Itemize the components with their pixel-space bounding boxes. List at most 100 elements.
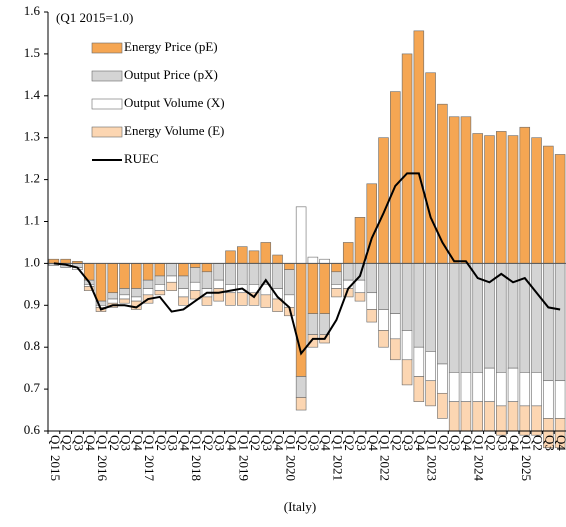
x-tick-label: Q4 <box>507 435 522 451</box>
bar-segment <box>390 91 401 264</box>
bar-segment <box>496 263 507 373</box>
bar-segment <box>154 290 166 296</box>
bar-segment <box>225 250 236 264</box>
bar-segment <box>107 298 118 304</box>
year-label: 2018 <box>189 455 204 481</box>
x-tick-label: Q2 <box>531 435 546 451</box>
bar-segment <box>248 250 260 264</box>
x-tick-label: Q2 <box>436 435 451 451</box>
bar-segment <box>531 405 542 436</box>
bar-segment <box>366 309 377 323</box>
x-tick-label: Q3 <box>307 435 322 451</box>
legend-swatch <box>91 42 123 54</box>
x-tick-label: Q4 <box>413 435 428 451</box>
legend-label: Output Price (pX) <box>124 67 218 82</box>
bar-segment <box>366 263 377 294</box>
bar-segment <box>213 279 224 289</box>
bar-segment <box>201 296 213 306</box>
bar-segment <box>460 401 472 432</box>
bar-segment <box>425 351 436 382</box>
x-tick-label: Q1 <box>378 435 393 451</box>
year-label: 2016 <box>95 455 110 482</box>
bar-segment <box>154 263 166 277</box>
bar-segment <box>166 263 177 277</box>
year-label: 2025 <box>519 455 534 481</box>
bar-segment <box>519 126 531 264</box>
bar-segment <box>178 275 189 289</box>
bar-segment <box>248 292 260 306</box>
bar-segment <box>107 263 118 294</box>
legend-label: Output Volume (X) <box>124 95 225 110</box>
bar-segment <box>331 263 342 273</box>
bar-segment <box>166 275 177 283</box>
bar-segment <box>378 137 389 264</box>
bar-segment <box>60 258 71 264</box>
x-tick-label: Q2 <box>107 435 122 451</box>
bar-segment <box>272 254 283 264</box>
bar-segment <box>272 298 283 312</box>
x-tick-label: Q2 <box>295 435 310 451</box>
bar-segment <box>119 294 130 300</box>
x-tick-label: Q2 <box>201 435 216 451</box>
bar-segment <box>484 135 495 264</box>
bar-segment <box>295 397 307 411</box>
bar-segment <box>307 334 319 348</box>
x-tick-label: Q4 <box>554 435 566 451</box>
bar-segment <box>295 263 307 377</box>
x-tick-label: Q1 <box>189 435 204 451</box>
bar-segment <box>225 263 236 285</box>
x-tick-label: Q4 <box>130 435 145 451</box>
x-tick-label: Q1 <box>236 435 251 451</box>
bar-segment <box>472 133 483 264</box>
bar-segment <box>437 103 448 264</box>
x-tick-label: Q1 <box>425 435 440 451</box>
bar-segment <box>425 263 436 352</box>
bar-segment <box>201 271 213 289</box>
bar-segment <box>448 116 460 264</box>
bar-segment <box>401 263 413 331</box>
bar-segment <box>437 263 448 365</box>
bar-segment <box>366 292 377 310</box>
x-tick-label: Q4 <box>224 435 239 451</box>
legend-swatch <box>91 98 123 110</box>
bar-segment <box>554 154 566 264</box>
bar-segment <box>401 330 413 361</box>
bar-segment <box>260 294 272 308</box>
bar-segment <box>460 116 472 264</box>
year-label: 2015 <box>48 455 63 481</box>
bar-segment <box>448 401 460 432</box>
bar-segment <box>413 263 425 348</box>
bar-segment <box>378 309 389 331</box>
bar-segment <box>354 217 366 264</box>
bar-segment <box>531 263 542 373</box>
bar-segment <box>448 372 460 402</box>
bar-segment <box>119 288 130 296</box>
caption: (Italy) <box>284 499 316 514</box>
bar-segment <box>107 292 118 300</box>
y-tick-label: 1.3 <box>24 129 40 144</box>
bar-segment <box>531 137 542 264</box>
bar-segment <box>390 338 401 361</box>
bar-segment <box>401 53 413 264</box>
year-label: 2022 <box>378 455 393 481</box>
bar-segment <box>213 263 224 281</box>
x-tick-label: Q1 <box>48 435 63 451</box>
y-tick-label: 0.6 <box>24 422 41 437</box>
x-tick-label: Q1 <box>142 435 157 451</box>
bar-segment <box>331 271 342 285</box>
x-tick-label: Q4 <box>83 435 98 451</box>
bar-segment <box>390 263 401 314</box>
bar-segment <box>354 292 366 302</box>
bar-segment <box>166 281 177 291</box>
x-tick-label: Q2 <box>389 435 404 451</box>
x-tick-label: Q1 <box>330 435 345 451</box>
bar-segment <box>496 372 507 407</box>
y-tick-label: 1.2 <box>24 171 40 186</box>
bar-segment <box>319 263 330 314</box>
bar-segment <box>413 346 425 377</box>
bar-segment <box>154 284 166 291</box>
x-tick-label: Q3 <box>542 435 557 451</box>
bar-segment <box>248 263 260 285</box>
bar-segment <box>425 72 436 264</box>
bar-segment <box>507 401 519 432</box>
